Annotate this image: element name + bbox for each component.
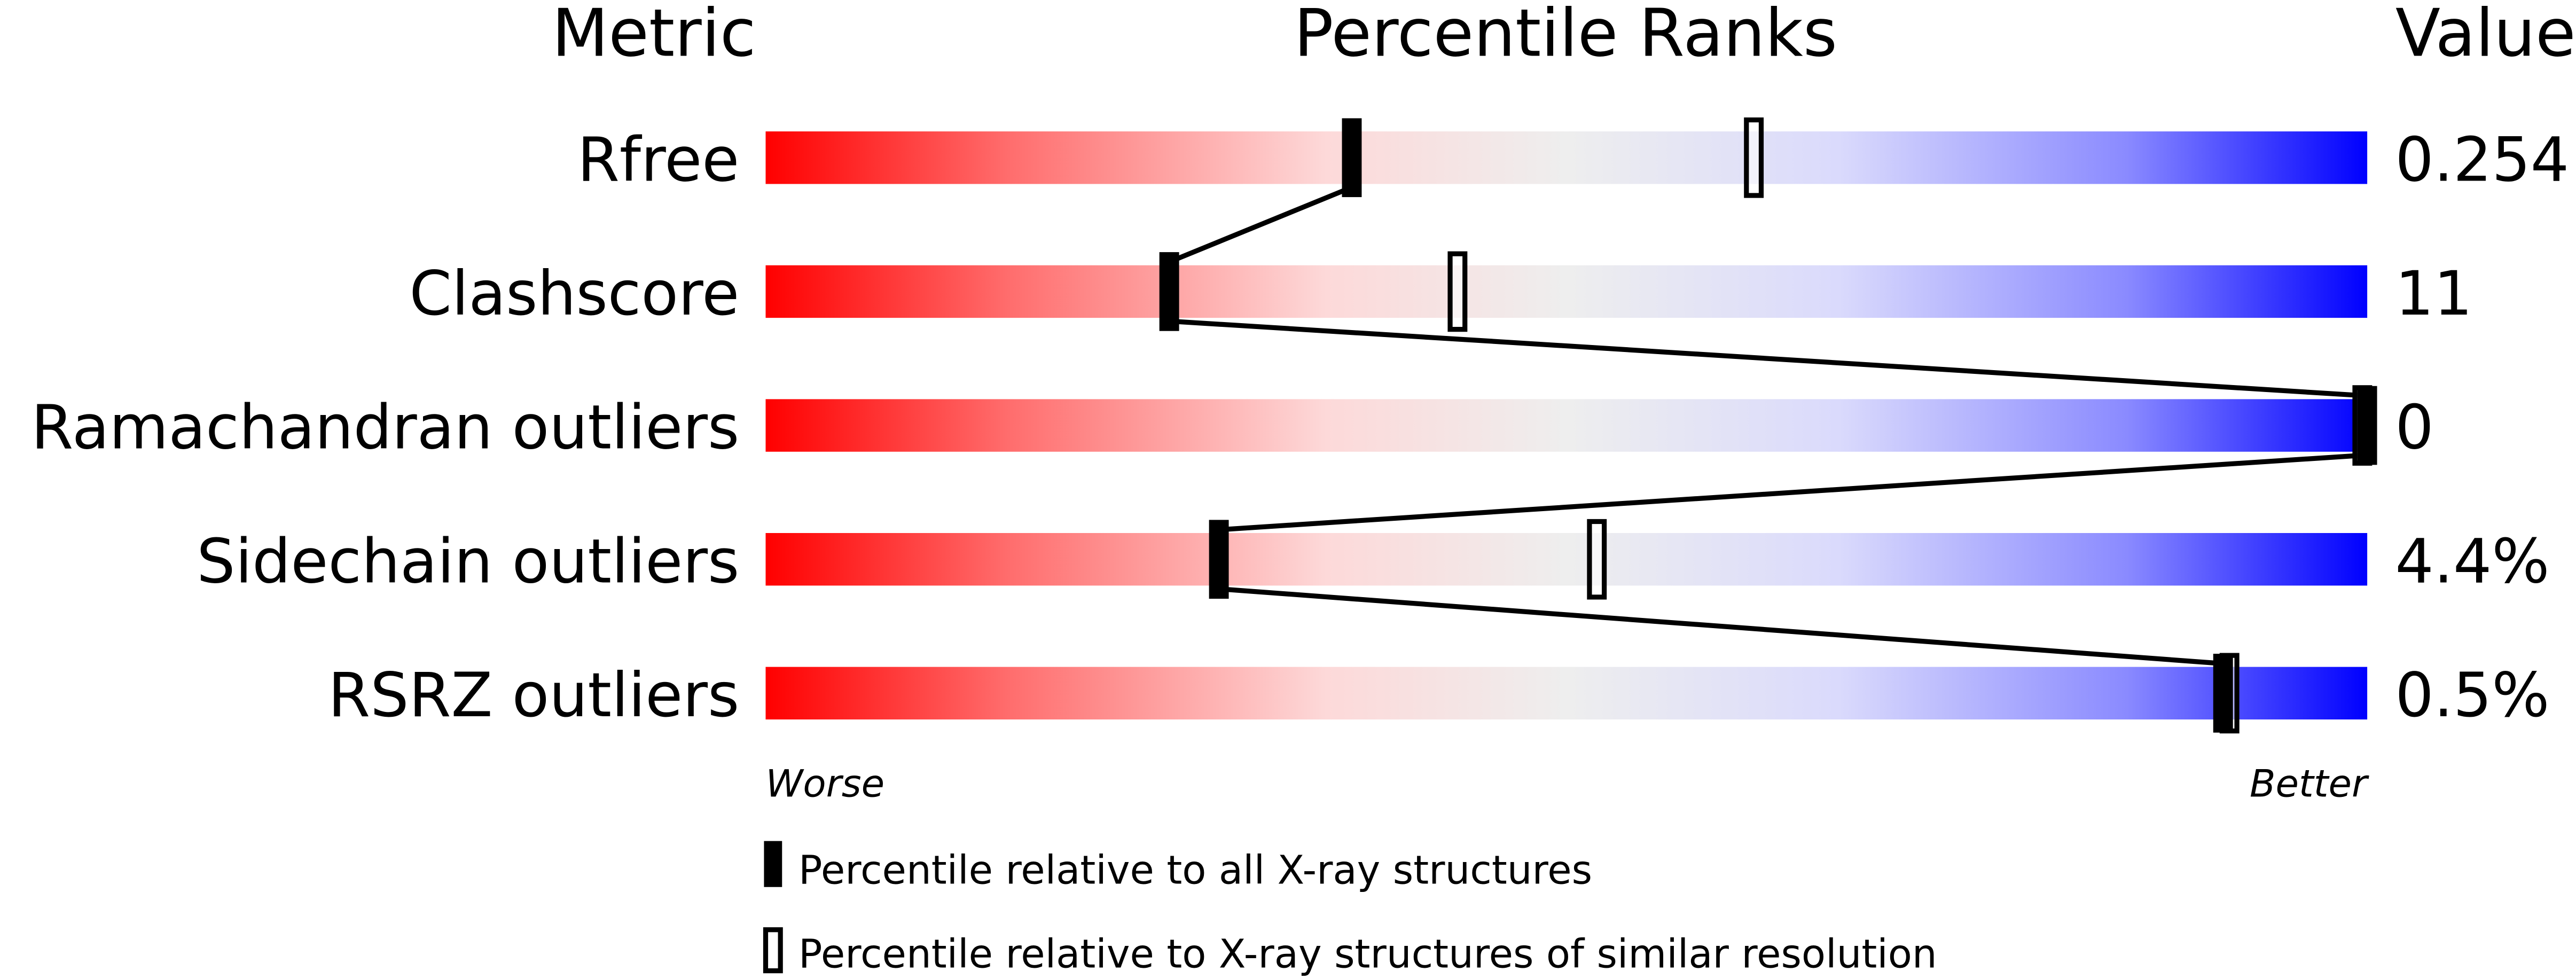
all-structures-marker (1209, 520, 1229, 599)
connector-line (1218, 586, 2223, 667)
metric-header: Metric (552, 0, 756, 72)
percentile-bar (765, 265, 2368, 318)
percentile-bar (765, 533, 2368, 586)
metric-label: Clashscore (409, 258, 739, 329)
percentile-bar (765, 667, 2368, 720)
connector-line (1168, 185, 1353, 264)
all-structures-marker (1159, 252, 1179, 331)
connector-line (1169, 318, 2368, 398)
legend-open-marker (763, 927, 783, 974)
connector-line (1218, 452, 2368, 532)
legend-similar-label: Percentile relative to X-ray structures … (798, 931, 1937, 977)
worse-label: Worse (765, 762, 884, 806)
legend-filled-marker (764, 841, 782, 887)
metric-value: 0 (2395, 392, 2433, 463)
metric-label: Ramachandran outliers (31, 392, 739, 463)
metric-value: 4.4% (2395, 526, 2549, 597)
similar-resolution-marker (1587, 519, 1607, 600)
percentile-ranks-header: Percentile Ranks (1294, 0, 1837, 72)
metric-label: Sidechain outliers (197, 526, 739, 597)
percentile-bar (765, 131, 2368, 184)
all-structures-marker (2213, 654, 2233, 733)
legend-all-label: Percentile relative to all X-ray structu… (798, 848, 1592, 894)
all-structures-marker (1342, 118, 1362, 198)
value-header: Value (2395, 0, 2576, 72)
metric-label: RSRZ outliers (328, 660, 739, 731)
metric-label: Rfree (577, 124, 739, 195)
metric-value: 0.5% (2395, 660, 2549, 731)
similar-resolution-marker (1744, 117, 1764, 198)
percentile-bar (765, 399, 2368, 452)
better-label: Better (2250, 762, 2369, 806)
all-structures-marker (2357, 386, 2377, 465)
metric-value: 11 (2395, 258, 2472, 329)
similar-resolution-marker (1447, 251, 1468, 332)
metric-value: 0.254 (2395, 124, 2569, 195)
